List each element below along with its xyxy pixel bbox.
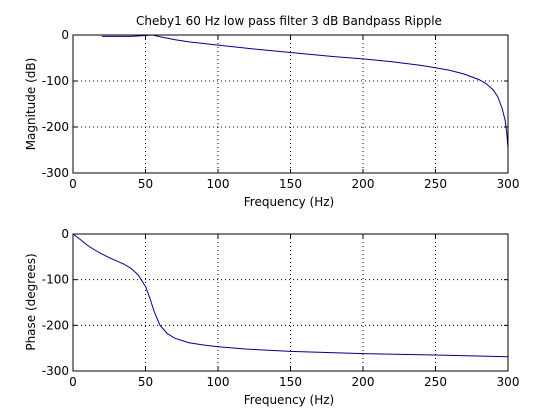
magnitude-x-axis-label: Frequency (Hz) bbox=[244, 195, 335, 209]
phase-panel: 0 50 100 150 200 250 300 -300 -200 -100 0 Frequenc… bbox=[24, 227, 519, 407]
phase-x-tick-label: 200 bbox=[352, 375, 375, 389]
magnitude-y-tick-label: -200 bbox=[42, 120, 69, 134]
phase-line bbox=[72, 233, 509, 358]
phase-x-tick-label: 300 bbox=[497, 375, 520, 389]
phase-y-tick-label: -200 bbox=[42, 318, 69, 332]
chart-title: Cheby1 60 Hz low pass filter 3 dB Bandpa… bbox=[136, 14, 442, 28]
magnitude-line bbox=[102, 34, 509, 148]
phase-x-tick-label: 150 bbox=[279, 375, 302, 389]
magnitude-y-tick-label: -300 bbox=[42, 166, 69, 180]
phase-x-tick-label: 250 bbox=[424, 375, 447, 389]
magnitude-y-tick-label: 0 bbox=[61, 28, 69, 42]
magnitude-x-tick-label: 200 bbox=[352, 177, 375, 191]
magnitude-y-axis-label: Magnitude (dB) bbox=[24, 58, 38, 151]
magnitude-x-tick-label: 0 bbox=[69, 177, 77, 191]
phase-y-tick-label: -100 bbox=[42, 273, 69, 287]
magnitude-ticks: 0 50 100 150 200 250 300 -300 -200 -100 0 bbox=[42, 28, 520, 191]
phase-x-tick-label: 0 bbox=[69, 375, 77, 389]
magnitude-grid bbox=[73, 35, 508, 173]
magnitude-series bbox=[102, 34, 509, 148]
magnitude-x-tick-label: 300 bbox=[497, 177, 520, 191]
phase-x-tick-label: 100 bbox=[207, 375, 230, 389]
magnitude-x-tick-label: 150 bbox=[279, 177, 302, 191]
phase-y-axis-label: Phase (degrees) bbox=[24, 253, 38, 350]
phase-series bbox=[72, 233, 509, 358]
phase-x-axis-label: Frequency (Hz) bbox=[244, 393, 335, 407]
magnitude-panel: Cheby1 60 Hz low pass filter 3 dB Bandpa… bbox=[24, 14, 519, 209]
phase-y-tick-label: 0 bbox=[61, 227, 69, 241]
phase-y-tick-label: -300 bbox=[42, 364, 69, 378]
phase-ticks: 0 50 100 150 200 250 300 -300 -200 -100 0 bbox=[42, 227, 520, 389]
magnitude-x-tick-label: 250 bbox=[424, 177, 447, 191]
phase-grid bbox=[73, 234, 508, 371]
phase-x-tick-label: 50 bbox=[138, 375, 153, 389]
magnitude-x-tick-label: 100 bbox=[207, 177, 230, 191]
magnitude-y-tick-label: -100 bbox=[42, 74, 69, 88]
magnitude-x-tick-label: 50 bbox=[138, 177, 153, 191]
